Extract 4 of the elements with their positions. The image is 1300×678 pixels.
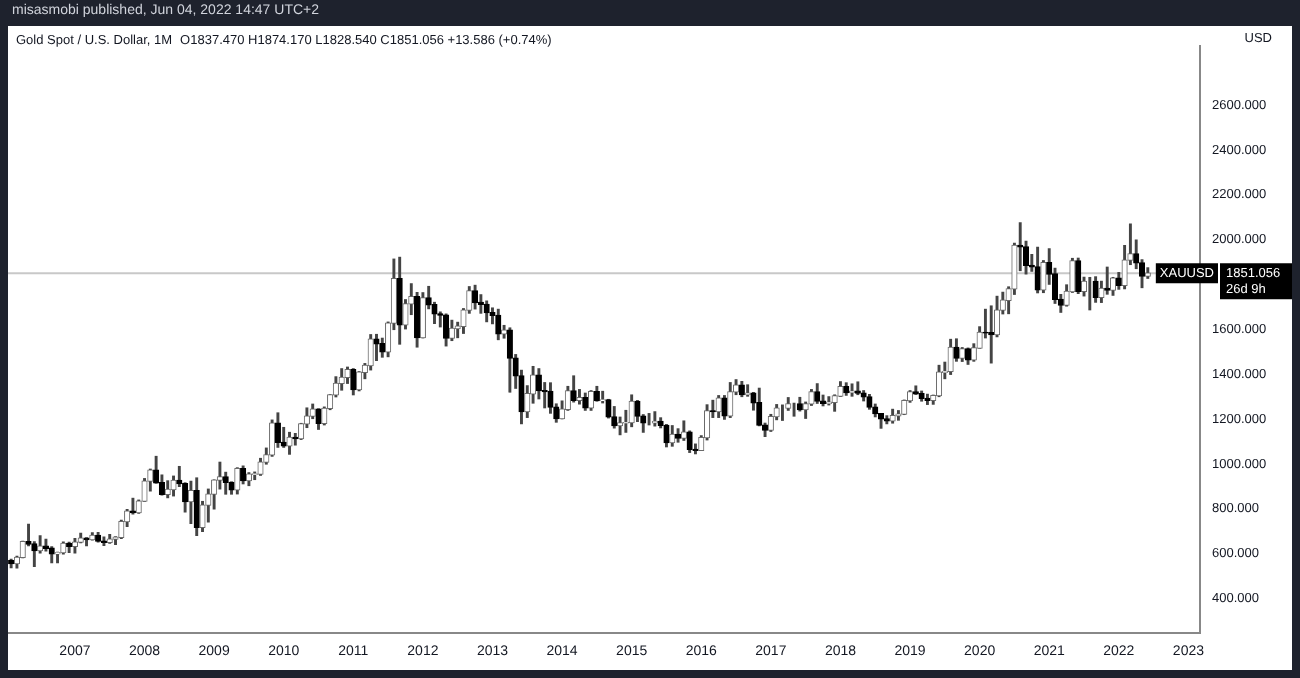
candlestick <box>792 402 796 417</box>
candlestick <box>647 413 651 426</box>
candlestick <box>780 404 784 421</box>
candlestick <box>1088 276 1092 311</box>
